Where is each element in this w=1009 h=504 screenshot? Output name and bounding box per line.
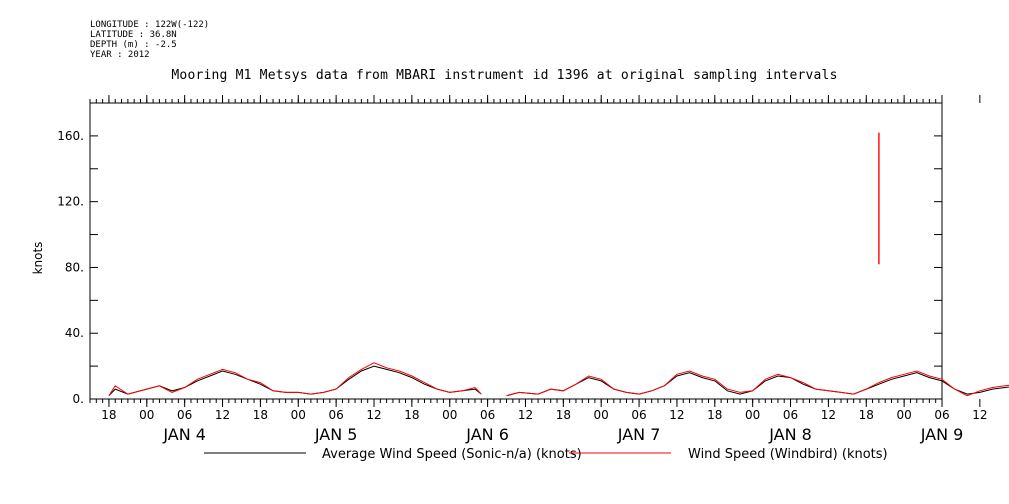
- x-tick-label: 06: [177, 408, 192, 422]
- x-tick-label: 18: [556, 408, 571, 422]
- latitude-label: LATITUDE : 36.8N: [90, 30, 177, 40]
- x-tick-label: 18: [101, 408, 116, 422]
- x-tick-label: 00: [291, 408, 306, 422]
- series-line-sonic: [108, 365, 1009, 397]
- day-label: JAN 8: [768, 425, 812, 444]
- x-tick-label: 18: [253, 408, 268, 422]
- x-tick-label: 06: [480, 408, 495, 422]
- year-label: YEAR : 2012: [90, 50, 150, 60]
- y-tick-label: 40.: [65, 326, 84, 340]
- minor-ticks: [89, 99, 943, 403]
- x-tick-label: 12: [821, 408, 836, 422]
- legend-label-sonic: Average Wind Speed (Sonic-n/a) (knots): [322, 447, 582, 462]
- legend: Average Wind Speed (Sonic-n/a) (knots) W…: [204, 447, 888, 462]
- y-axis-ticks: 0. 40. 80. 120. 160.: [57, 102, 942, 406]
- x-tick-label: 18: [707, 408, 722, 422]
- depth-label: DEPTH (m) : -2.5: [90, 40, 177, 50]
- longitude-label: LONGITUDE : 122W(-122): [90, 20, 210, 30]
- day-label: JAN 4: [162, 425, 206, 444]
- x-tick-label: 00: [442, 408, 457, 422]
- x-tick-label: 00: [896, 408, 911, 422]
- chart-title: Mooring M1 Metsys data from MBARI instru…: [171, 68, 838, 83]
- x-tick-label: 06: [934, 408, 949, 422]
- x-tick-label: 06: [783, 408, 798, 422]
- x-tick-label: 12: [366, 408, 381, 422]
- x-tick-label: 12: [215, 408, 230, 422]
- y-tick-label: 0.: [73, 392, 84, 406]
- x-tick-label: 12: [669, 408, 684, 422]
- series-line-windbird: [108, 362, 1009, 397]
- legend-label-windbird: Wind Speed (Windbird) (knots): [688, 447, 888, 462]
- day-label: JAN 6: [465, 425, 509, 444]
- y-tick-label: 120.: [57, 195, 84, 209]
- x-tick-label: 06: [328, 408, 343, 422]
- x-tick-label: 00: [745, 408, 760, 422]
- day-label: JAN 7: [617, 425, 661, 444]
- metadata-block: LONGITUDE : 122W(-122) LATITUDE : 36.8N …: [90, 20, 209, 60]
- y-tick-label: 160.: [57, 129, 84, 143]
- day-label: JAN 9: [920, 425, 964, 444]
- y-tick-label: 80.: [65, 260, 84, 274]
- series-layer: [108, 132, 1009, 397]
- x-tick-label: 18: [404, 408, 419, 422]
- x-tick-label: 00: [594, 408, 609, 422]
- plot-frame: [89, 102, 943, 400]
- x-axis-ticks: 18 00 06 12 18 00 06 12 18 00 06 12 18 00 06 12 18 00 06 12…: [101, 95, 988, 444]
- y-axis-label: knots: [31, 242, 45, 275]
- day-label: JAN 5: [314, 425, 358, 444]
- x-tick-label: 12: [972, 408, 987, 422]
- x-tick-label: 12: [518, 408, 533, 422]
- x-tick-label: 18: [859, 408, 874, 422]
- x-tick-label: 00: [139, 408, 154, 422]
- x-tick-label: 06: [631, 408, 646, 422]
